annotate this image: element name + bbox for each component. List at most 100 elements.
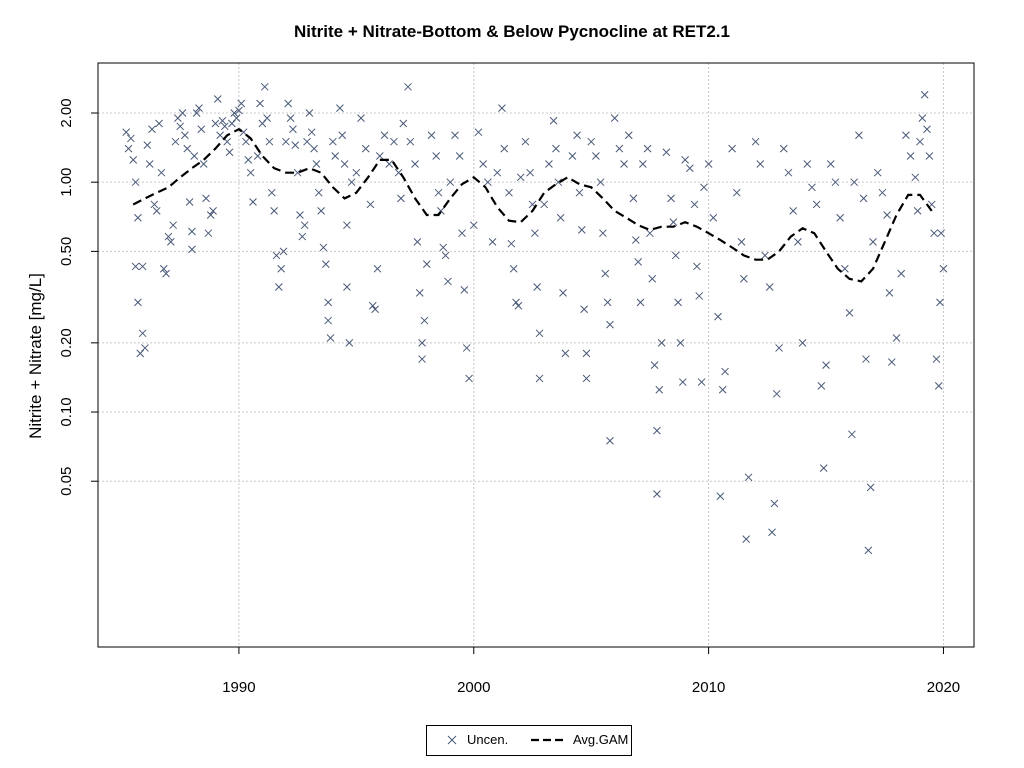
data-point-stroke — [582, 374, 591, 383]
data-point-stroke — [862, 355, 870, 363]
data-point — [554, 178, 563, 187]
data-point-stroke — [361, 144, 370, 153]
data-point — [375, 152, 384, 160]
data-point-stroke — [469, 221, 478, 230]
data-point-stroke — [714, 312, 722, 321]
data-point-stroke — [808, 183, 816, 192]
data-point — [693, 262, 701, 271]
data-point — [183, 144, 192, 153]
data-point-stroke — [145, 160, 154, 168]
data-point — [300, 221, 309, 230]
chart-title: Nitrite + Nitrate-Bottom & Below Pycnocl… — [294, 22, 730, 41]
data-point-stroke — [864, 546, 873, 555]
data-point-stroke — [697, 378, 706, 386]
data-point-stroke — [596, 178, 605, 187]
data-point — [768, 528, 776, 537]
data-point — [256, 99, 264, 108]
data-point — [845, 309, 854, 317]
data-point-stroke — [855, 131, 863, 140]
data-point-stroke — [225, 148, 234, 157]
data-point — [655, 385, 664, 394]
data-point-stroke — [580, 305, 588, 314]
data-point-stroke — [216, 131, 224, 140]
data-point — [765, 283, 774, 291]
data-point-stroke — [822, 361, 830, 369]
data-point — [892, 334, 901, 342]
data-point-stroke — [338, 131, 347, 140]
data-point-stroke — [721, 367, 729, 376]
data-point — [293, 168, 302, 177]
data-point-stroke — [152, 207, 161, 215]
data-point — [559, 288, 567, 297]
data-point-stroke — [606, 320, 614, 329]
data-point-stroke — [918, 114, 927, 122]
data-point — [220, 122, 229, 131]
data-point-stroke — [124, 144, 133, 153]
data-point — [357, 114, 365, 122]
data-point-stroke — [211, 119, 220, 128]
data-point — [148, 125, 156, 134]
data-point — [249, 198, 257, 206]
data-point — [418, 338, 426, 347]
data-point — [859, 194, 868, 203]
data-point-stroke — [352, 168, 361, 177]
data-point-stroke — [277, 264, 286, 273]
data-point-stroke — [887, 358, 896, 366]
data-point-stroke — [916, 137, 924, 146]
data-point-stroke — [406, 137, 415, 146]
data-point — [244, 156, 253, 164]
data-point — [340, 160, 349, 168]
data-point — [592, 152, 600, 160]
data-point-stroke — [606, 436, 614, 445]
data-point-stroke — [850, 178, 859, 187]
data-point-stroke — [939, 264, 948, 273]
data-point-stroke — [516, 173, 525, 182]
data-point-stroke — [411, 160, 419, 168]
data-point-stroke — [317, 207, 325, 215]
data-point-stroke — [218, 116, 227, 125]
data-point-stroke — [528, 200, 537, 209]
data-point-stroke — [192, 109, 201, 117]
data-point — [631, 236, 640, 244]
data-point-stroke — [812, 200, 821, 209]
data-point — [199, 160, 208, 168]
data-point — [190, 152, 199, 160]
data-point-stroke — [148, 125, 156, 134]
data-point — [131, 178, 140, 187]
data-point — [869, 238, 877, 246]
data-point — [568, 152, 577, 160]
data-point-stroke — [446, 178, 455, 187]
data-point — [848, 430, 856, 439]
data-point — [913, 207, 922, 215]
data-point-stroke — [324, 316, 333, 325]
data-point-stroke — [817, 381, 826, 390]
data-point-stroke — [653, 426, 661, 435]
data-point — [671, 251, 680, 260]
data-point — [188, 227, 196, 236]
data-point-stroke — [615, 144, 624, 153]
data-point — [404, 82, 412, 91]
data-point — [789, 207, 798, 215]
data-point — [535, 329, 544, 338]
data-point-stroke — [434, 188, 443, 197]
data-point — [704, 160, 713, 168]
data-point — [361, 144, 370, 153]
data-point-stroke — [920, 90, 929, 99]
data-point-stroke — [685, 164, 694, 173]
data-point-stroke — [413, 238, 422, 246]
data-point-stroke — [390, 137, 398, 146]
data-point — [282, 137, 290, 146]
data-point-stroke — [552, 144, 560, 153]
data-point — [218, 116, 227, 125]
data-point — [138, 329, 147, 338]
data-point — [561, 349, 570, 358]
data-point — [303, 137, 311, 146]
data-point-stroke — [415, 288, 424, 297]
data-point-stroke — [213, 95, 222, 103]
data-point — [317, 207, 325, 215]
data-point — [484, 178, 492, 187]
data-point — [319, 243, 328, 252]
data-point-stroke — [883, 211, 891, 219]
data-point — [185, 198, 194, 206]
data-point-stroke — [657, 338, 666, 347]
